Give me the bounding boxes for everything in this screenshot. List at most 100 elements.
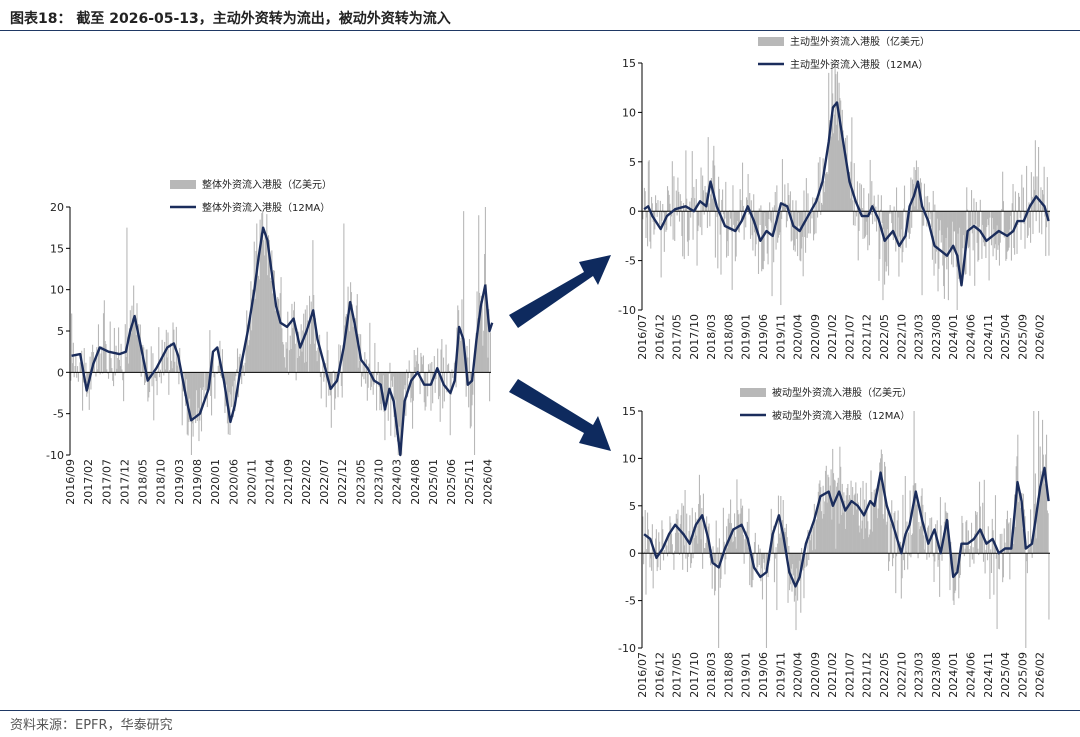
overall-legend: 整体外资流入港股（亿美元） 整体外资流入港股（12MA） [170, 178, 332, 214]
x-tick-label: 2022/05 [878, 314, 891, 360]
y-tick-label: 5 [629, 156, 636, 169]
x-tick-label: 2022/07 [318, 459, 331, 505]
x-tick-label: 2026/02 [1034, 314, 1047, 360]
x-tick-label: 2020/04 [792, 652, 805, 698]
y-tick-label: 15 [622, 57, 636, 70]
y-tick-label: -5 [625, 255, 636, 268]
x-tick-label: 2024/11 [982, 652, 995, 698]
x-tick-label: 2025/09 [1016, 314, 1029, 360]
y-tick-label: 15 [622, 405, 636, 418]
x-tick-label: 2024/01 [947, 652, 960, 698]
x-tick-label: 2022/02 [300, 459, 313, 505]
x-tick-label: 2026/04 [481, 459, 494, 505]
x-tick-label: 2023/10 [372, 459, 385, 505]
x-tick-label: 2020/09 [809, 652, 822, 698]
x-tick-label: 2019/06 [757, 652, 770, 698]
x-tick-label: 2018/05 [137, 459, 150, 505]
bottom-divider [0, 710, 1080, 711]
x-tick-label: 2025/06 [445, 459, 458, 505]
x-tick-label: 2018/10 [155, 459, 168, 505]
legend-line-label: 主动型外资流入港股（12MA） [790, 58, 928, 71]
y-tick-label: 0 [57, 366, 64, 379]
y-tick-label: 5 [57, 325, 64, 338]
x-tick-label: 2020/09 [809, 314, 822, 360]
x-tick-label: 2019/11 [774, 652, 787, 698]
x-tick-label: 2017/07 [100, 459, 113, 505]
x-tick-label: 2017/12 [118, 459, 131, 505]
x-tick-label: 2016/12 [653, 652, 666, 698]
x-tick-label: 2026/02 [1034, 652, 1047, 698]
x-tick-label: 2017/10 [688, 652, 701, 698]
y-tick-label: -5 [625, 595, 636, 608]
x-tick-label: 2024/01 [947, 314, 960, 360]
legend-line-label: 整体外资流入港股（12MA） [202, 201, 330, 214]
x-tick-label: 2021/09 [282, 459, 295, 505]
x-tick-label: 2016/09 [64, 459, 77, 505]
y-tick-label: 0 [629, 547, 636, 560]
x-tick-label: 2018/03 [705, 652, 718, 698]
x-tick-label: 2020/11 [245, 459, 258, 505]
x-tick-label: 2018/08 [722, 652, 735, 698]
x-tick-label: 2019/06 [757, 314, 770, 360]
x-tick-label: 2021/02 [826, 314, 839, 360]
legend-line-label: 被动型外资流入港股（12MA） [772, 409, 910, 422]
active-legend: 主动型外资流入港股（亿美元） 主动型外资流入港股（12MA） [758, 35, 930, 71]
x-tick-label: 2020/06 [227, 459, 240, 505]
x-tick-label: 2022/05 [878, 652, 891, 698]
x-tick-label: 2017/10 [688, 314, 701, 360]
x-tick-label: 2017/05 [671, 652, 684, 698]
x-tick-label: 2023/08 [930, 652, 943, 698]
active-bars [641, 63, 1050, 310]
y-tick-label: 10 [50, 284, 64, 297]
y-tick-label: 15 [50, 242, 64, 255]
x-tick-label: 2021/12 [861, 314, 874, 360]
legend-bar-swatch [170, 180, 196, 189]
legend-bar-label: 被动型外资流入港股（亿美元） [772, 386, 912, 399]
active-axes: -10 -5 0 5 10 15 2016/07 2016/12 2017/05 2017/10 2… [618, 57, 1050, 360]
x-tick-label: 2020/01 [209, 459, 222, 505]
x-tick-label: 2023/08 [930, 314, 943, 360]
source-note: 资料来源：EPFR，华泰研究 [10, 718, 173, 733]
x-tick-label: 2023/05 [354, 459, 367, 505]
x-tick-label: 2019/11 [774, 314, 787, 360]
x-tick-label: 2017/02 [82, 459, 95, 505]
x-tick-label: 2024/03 [391, 459, 404, 505]
x-tick-label: 2024/06 [964, 652, 977, 698]
x-tick-label: 2019/08 [191, 459, 204, 505]
x-tick-label: 2022/10 [895, 652, 908, 698]
x-tick-label: 2025/01 [427, 459, 440, 505]
x-tick-label: 2021/04 [264, 459, 277, 505]
ma-series-line [643, 101, 1050, 287]
x-tick-label: 2018/03 [705, 314, 718, 360]
arrow-down-right-icon [509, 379, 611, 451]
x-tick-label: 2021/12 [861, 652, 874, 698]
x-tick-label: 2016/07 [636, 652, 649, 698]
x-tick-label: 2021/02 [826, 652, 839, 698]
y-tick-label: 5 [629, 500, 636, 513]
passive-axes: -10 -5 0 5 10 15 2016/07 2016/12 2017/05 2017/10 2… [618, 405, 1050, 698]
ma-series-line [643, 466, 1050, 588]
y-tick-label: -10 [618, 304, 636, 317]
x-tick-label: 2025/04 [999, 652, 1012, 698]
x-tick-label: 2017/05 [671, 314, 684, 360]
arrow-up-right-icon [509, 255, 611, 328]
x-tick-label: 2021/07 [843, 314, 856, 360]
x-tick-label: 2016/12 [653, 314, 666, 360]
legend-bar-label: 整体外资流入港股（亿美元） [202, 178, 332, 191]
y-tick-label: 10 [622, 106, 636, 119]
y-tick-label: -5 [53, 408, 64, 421]
x-tick-label: 2019/01 [740, 314, 753, 360]
x-tick-label: 2025/04 [999, 314, 1012, 360]
passive-bars [641, 411, 1050, 648]
overall-axes: -10 -5 0 5 10 15 20 2016/09 2017/02 2017/07 2017/1… [46, 201, 494, 505]
x-tick-label: 2019/03 [173, 459, 186, 505]
legend-bar-swatch [758, 37, 784, 46]
overall-line [71, 226, 494, 457]
x-tick-label: 2020/04 [792, 314, 805, 360]
x-tick-label: 2025/11 [463, 459, 476, 505]
y-tick-label: 20 [50, 201, 64, 214]
